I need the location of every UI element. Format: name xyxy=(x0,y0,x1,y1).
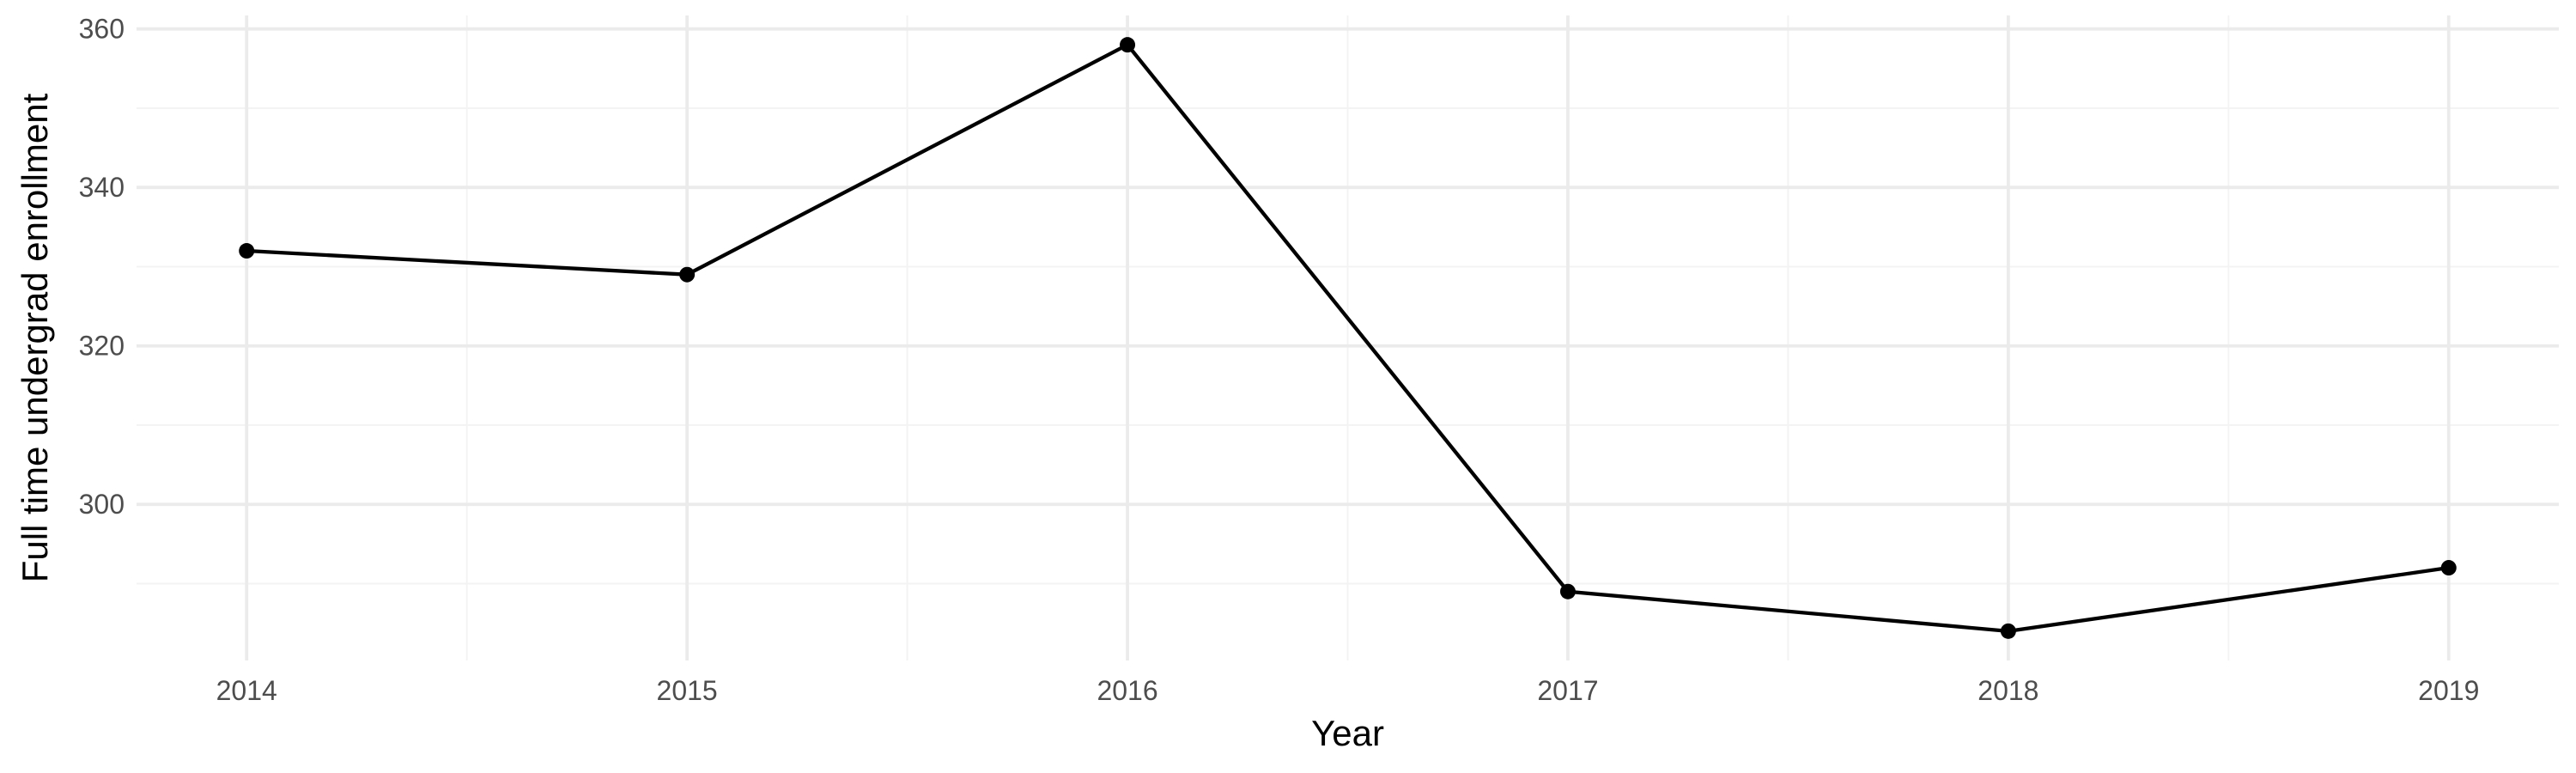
major-grid-vertical xyxy=(245,15,2451,660)
data-point-2018 xyxy=(2000,623,2016,639)
y-axis-title: Full time undergrad enrollment xyxy=(15,93,55,582)
y-tick-label: 300 xyxy=(79,489,125,520)
x-axis-title: Year xyxy=(1311,713,1384,753)
series-line xyxy=(246,42,2450,634)
data-point-2017 xyxy=(1559,583,1576,600)
y-tick-label: 320 xyxy=(79,331,125,362)
x-tick-label: 2017 xyxy=(1537,675,1598,706)
x-tick-label: 2014 xyxy=(216,675,277,706)
data-point-2016 xyxy=(1120,37,1136,53)
data-point-2015 xyxy=(679,266,696,283)
y-tick-label: 360 xyxy=(79,14,125,45)
x-tick-label: 2015 xyxy=(657,675,718,706)
series-layer xyxy=(239,37,2457,639)
minor-grid-vertical xyxy=(465,15,2230,660)
y-tick-label: 340 xyxy=(79,172,125,203)
data-point-2014 xyxy=(239,243,255,259)
x-tick-label: 2018 xyxy=(1978,675,2038,706)
x-tick-label: 2016 xyxy=(1097,675,1157,706)
data-point-2019 xyxy=(2440,560,2457,576)
major-grid-horizontal xyxy=(137,27,2559,507)
y-axis-tick-labels: 300 320 340 360 xyxy=(79,14,125,520)
x-tick-label: 2019 xyxy=(2418,675,2479,706)
x-axis-tick-labels: 2014 2015 2016 2017 2018 2019 xyxy=(216,675,2480,706)
